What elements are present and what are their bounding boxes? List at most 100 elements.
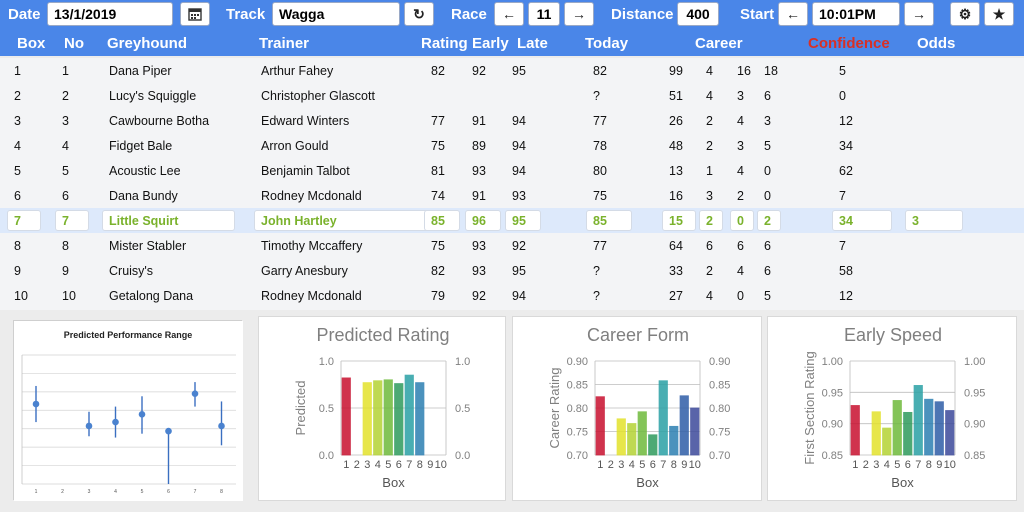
chart-title: Predicted Performance Range	[64, 330, 193, 340]
x-tick-label: 2	[354, 459, 360, 471]
table-row[interactable]: 4 4 Fidget Bale Arron Gould 75 89 94 78 48 2 3 5 34	[0, 133, 1024, 158]
row-career-thirds: 5	[764, 139, 771, 153]
start-time-field[interactable]: 10:01PM	[812, 2, 900, 26]
x-tick-label: 1	[597, 459, 603, 471]
x-tick-label: 10	[435, 459, 447, 471]
table-row[interactable]: 3 3 Cawbourne Botha Edward Winters 77 91 94 77 2…	[0, 108, 1024, 133]
row-early: 93	[472, 264, 486, 278]
x-tick-label: 9	[936, 459, 942, 471]
start-prev-button[interactable]: ←	[778, 2, 808, 26]
row-rating: 74	[431, 189, 445, 203]
bar-box-6	[903, 411, 913, 456]
row-career-wins: 4	[706, 289, 713, 303]
table-row[interactable]: 6 6 Dana Bundy Rodney Mcdonald 74 91 93 75 16 3 2 0…	[0, 183, 1024, 208]
row-late: 94	[512, 114, 526, 128]
refresh-button[interactable]: ↻	[404, 2, 434, 26]
bar-box-3	[362, 382, 372, 456]
runners-table: 1 1 Dana Piper Arthur Fahey 82 92 95 82 99 4 16 18 5…	[0, 58, 1024, 310]
row-career-starts: 27	[669, 289, 683, 303]
row-career-seconds: 0	[737, 289, 744, 303]
table-row[interactable]: 5 5 Acoustic Lee Benjamin Talbot 81 93 94 80 13 1…	[0, 158, 1024, 183]
chart-title: Predicted Rating	[316, 325, 449, 345]
y2-tick-label: 0.90	[709, 356, 730, 368]
x-tick-label: 8	[926, 459, 932, 471]
x-tick-label: 2	[863, 459, 869, 471]
arrow-right-icon: →	[912, 6, 926, 22]
range-point	[138, 411, 146, 418]
row-confidence: 7	[839, 189, 846, 203]
settings-button[interactable]: ⚙	[950, 2, 980, 26]
col-rating[interactable]: Rating	[421, 35, 468, 52]
bar-box-5	[383, 379, 393, 456]
col-greyhound[interactable]: Greyhound	[107, 35, 188, 52]
row-early: 91	[472, 189, 486, 203]
row-early: 91	[472, 114, 486, 128]
row-greyhound: Mister Stabler	[109, 239, 187, 253]
col-early[interactable]: Early	[472, 35, 509, 52]
col-career[interactable]: Career	[695, 35, 743, 52]
star-icon: ★	[992, 6, 1006, 22]
bar-box-3	[616, 418, 626, 456]
row-career-wins: 2	[706, 139, 713, 153]
x-tick-label: 1	[343, 459, 349, 471]
col-confidence[interactable]: Confidence	[808, 35, 890, 52]
distance-field[interactable]: 400	[677, 2, 719, 26]
row-late: 94	[512, 164, 526, 178]
bar-box-8	[415, 382, 425, 456]
row-trainer: Timothy Mccaffery	[261, 239, 363, 253]
col-today[interactable]: Today	[585, 35, 629, 52]
row-career-seconds: 3	[737, 139, 744, 153]
col-box[interactable]: Box	[17, 35, 46, 52]
row-trainer: Rodney Mcdonald	[261, 289, 362, 303]
y2-tick-label: 0.85	[964, 450, 985, 462]
row-today: ?	[593, 89, 600, 103]
row-confidence: 0	[839, 89, 846, 103]
row-career-thirds: 0	[764, 189, 771, 203]
col-no[interactable]: No	[64, 35, 84, 52]
row-early: 93	[472, 239, 486, 253]
row-today: 80	[593, 164, 607, 178]
row-early: 89	[472, 139, 486, 153]
bar-box-1	[341, 377, 351, 456]
table-row[interactable]: 9 9 Cruisy's Garry Anesbury 82 93 95? 33 2 4 6 58	[0, 258, 1024, 283]
row-career-wins: 1	[706, 164, 713, 178]
favorite-button[interactable]: ★	[984, 2, 1014, 26]
x-tick-label: 7	[406, 459, 412, 471]
range-point	[165, 427, 172, 435]
row-confidence: 12	[839, 114, 853, 128]
race-field[interactable]: 11	[528, 2, 560, 26]
bar-box-6	[648, 434, 658, 456]
race-prev-button[interactable]: ←	[494, 2, 524, 26]
arrow-right-icon: →	[572, 6, 586, 22]
x-tick-label: 3	[88, 489, 91, 495]
row-box: 8	[14, 239, 21, 253]
row-career-starts: 16	[669, 189, 683, 203]
col-trainer[interactable]: Trainer	[259, 35, 310, 52]
race-next-button[interactable]: →	[564, 2, 594, 26]
table-row[interactable]: 2 2 Lucy's Squiggle Christopher Glascott? 51…	[0, 83, 1024, 108]
row-greyhound: Fidget Bale	[109, 139, 173, 153]
x-tick-label: 8	[220, 489, 223, 495]
row-late: 93	[512, 189, 526, 203]
row-rating: 77	[431, 114, 445, 128]
calendar-button[interactable]	[180, 2, 210, 26]
row-career-thirds: 6	[764, 264, 771, 278]
table-row[interactable]: 1 1 Dana Piper Arthur Fahey 82 92 95 82 99 4 16 18 5	[0, 58, 1024, 83]
start-next-button[interactable]: →	[904, 2, 934, 26]
row-no: 1	[62, 64, 69, 78]
row-career-wins: 2	[706, 264, 713, 278]
track-field[interactable]: Wagga	[272, 2, 400, 26]
row-trainer: Christopher Glascott	[261, 89, 375, 103]
row-late: 95	[512, 264, 526, 278]
table-row[interactable]: 10 10 Getalong Dana Rodney Mcdonald 79 92 94? 2…	[0, 283, 1024, 308]
col-late[interactable]: Late	[517, 35, 548, 52]
col-odds[interactable]: Odds	[917, 35, 956, 52]
table-row[interactable]: 8 8 Mister Stabler Timothy Mccaffery 75 93 92 7…	[0, 233, 1024, 258]
table-row-selected[interactable]: 7 7 Little Squirt John Hartley 85 96 95 85 15 2 0 2…	[0, 208, 1024, 233]
y2-tick-label: 1.0	[455, 356, 470, 368]
y-tick-label: 0.90	[822, 419, 843, 431]
row-confidence: 34	[832, 210, 892, 231]
row-confidence: 62	[839, 164, 853, 178]
date-field[interactable]: 13/1/2019	[47, 2, 173, 26]
bar-box-10	[945, 410, 955, 456]
